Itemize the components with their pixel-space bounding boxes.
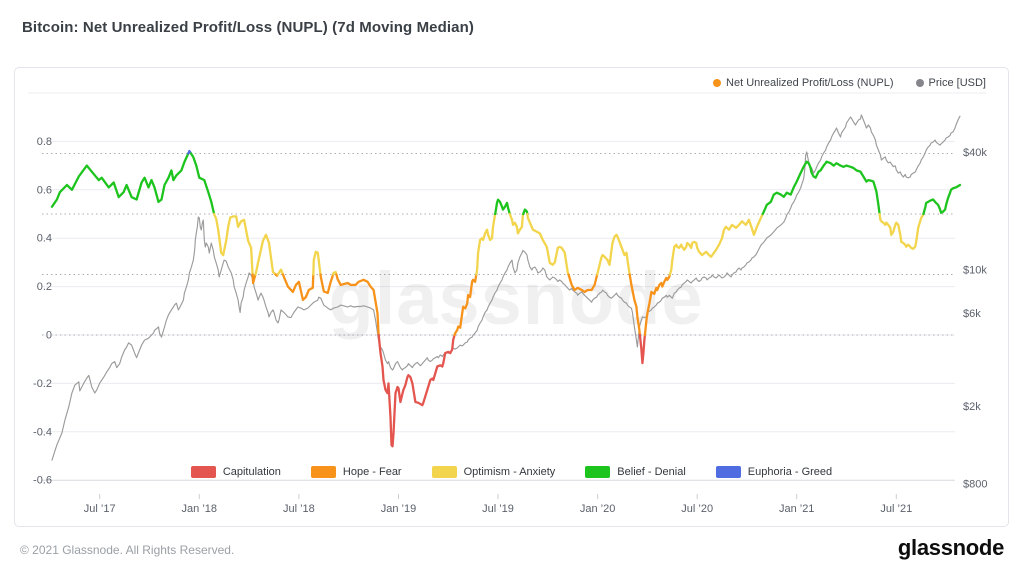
band-legend-item-belief-denial[interactable]: Belief - Denial	[585, 466, 686, 478]
nupl-line-segment-optimism-anxiety[interactable]	[668, 212, 764, 276]
legend-item-net-unrealized-profit-loss-nupl[interactable]: Net Unrealized Profit/Loss (NUPL)	[713, 77, 894, 89]
x-axis-label: Jul ’18	[283, 503, 315, 515]
band-legend-item-euphoria-greed[interactable]: Euphoria - Greed	[715, 466, 833, 478]
y-axis-label-left: 0	[46, 330, 52, 342]
nupl-line-segment-hope-fear[interactable]	[251, 273, 257, 285]
nupl-line-segment-optimism-anxiety[interactable]	[596, 233, 631, 276]
legend-item-label: Price [USD]	[928, 77, 986, 89]
band-swatch-icon	[190, 466, 216, 478]
nupl-line-segment-hope-fear[interactable]	[628, 273, 642, 337]
band-legend-label: Belief - Denial	[617, 466, 686, 478]
nupl-line-segment-optimism-anxiety[interactable]	[254, 233, 277, 276]
y-axis-label-left: 0.8	[37, 136, 52, 148]
y-axis-label-left: 0.4	[37, 233, 52, 245]
nupl-line-segment-belief-denial[interactable]	[494, 198, 511, 216]
y-axis-label-left: 0.6	[37, 184, 52, 196]
legend-dot-icon	[713, 79, 722, 87]
band-legend-label: Euphoria - Greed	[747, 466, 833, 478]
nupl-line-segment-optimism-anxiety[interactable]	[475, 212, 497, 276]
nupl-line-segment-optimism-anxiety[interactable]	[212, 212, 254, 276]
nupl-line-segment-hope-fear[interactable]	[643, 273, 672, 337]
legend-item-label: Net Unrealized Profit/Loss (NUPL)	[726, 77, 894, 89]
nupl-line-segment-optimism-anxiety[interactable]	[312, 250, 322, 276]
copyright-text: © 2021 Glassnode. All Rights Reserved.	[20, 543, 235, 557]
band-legend-item-capitulation[interactable]: Capitulation	[190, 466, 281, 478]
nupl-line-segment-hope-fear[interactable]	[319, 273, 335, 295]
y-axis-label-left: -0.2	[33, 378, 52, 390]
x-axis-label: Jul ’17	[84, 503, 116, 515]
plot-area[interactable]	[50, 114, 962, 461]
page-title: Bitcoin: Net Unrealized Profit/Loss (NUP…	[22, 19, 474, 36]
nupl-line-segment-optimism-anxiety[interactable]	[508, 212, 525, 235]
nupl-line-segment-belief-denial[interactable]	[522, 208, 529, 216]
band-swatch-icon	[585, 466, 611, 478]
nupl-band-legend: Capitulation Hope - Fear Optimism - Anxiet…	[14, 466, 1009, 478]
nupl-line-segment-belief-denial[interactable]	[761, 160, 881, 216]
y-axis-label-right: $10k	[963, 265, 987, 277]
y-axis-label-right: $800	[963, 478, 987, 490]
nupl-line-segment-belief-denial[interactable]	[922, 183, 962, 216]
band-legend-label: Optimism - Anxiety	[463, 466, 556, 478]
band-swatch-icon	[310, 466, 336, 478]
y-axis-label-right: $6k	[963, 308, 981, 320]
chart-panel	[14, 67, 1009, 527]
y-axis-label-left: -0.6	[33, 475, 52, 487]
band-legend-label: Capitulation	[222, 466, 281, 478]
glassnode-watermark: glassnode	[329, 257, 704, 340]
x-axis-label: Jul ’21	[880, 503, 912, 515]
y-axis-label-right: $2k	[963, 401, 981, 413]
nupl-line-segment-optimism-anxiety[interactable]	[332, 270, 338, 276]
glassnode-logo: glassnode	[897, 535, 1004, 560]
band-swatch-icon	[431, 466, 457, 478]
legend-dot-icon	[915, 79, 924, 87]
legend-item-price-usd[interactable]: Price [USD]	[915, 77, 986, 89]
x-axis-label: Jan ’19	[381, 503, 416, 515]
band-legend-item-hope-fear[interactable]: Hope - Fear	[310, 466, 402, 478]
band-legend-item-optimism-anxiety[interactable]: Optimism - Anxiety	[431, 466, 556, 478]
band-legend-label: Hope - Fear	[342, 466, 402, 478]
x-axis-label: Jan ’20	[580, 503, 615, 515]
x-axis-label: Jul ’19	[482, 503, 514, 515]
y-axis-label-left: -0.4	[33, 426, 52, 438]
nupl-line-segment-optimism-anxiety[interactable]	[276, 268, 285, 276]
nupl-line-segment-optimism-anxiety[interactable]	[878, 212, 925, 250]
price-line[interactable]	[51, 114, 961, 461]
nupl-line-segment-belief-denial[interactable]	[50, 152, 190, 208]
chart-series-legend: Net Unrealized Profit/Loss (NUPL) Price […	[713, 77, 986, 89]
nupl-line-segment-capitulation[interactable]	[638, 333, 647, 365]
nupl-line-segment-belief-denial[interactable]	[189, 152, 216, 216]
x-axis-label: Jul ’20	[681, 503, 713, 515]
y-axis-label-left: 0.2	[37, 281, 52, 293]
nupl-line-segment-hope-fear[interactable]	[453, 273, 478, 337]
nupl-line-segment-hope-fear[interactable]	[335, 273, 380, 337]
x-axis-label: Jan ’21	[779, 503, 814, 515]
y-axis-label-right: $40k	[963, 147, 987, 159]
band-swatch-icon	[715, 466, 741, 478]
nupl-line-segment-hope-fear[interactable]	[567, 273, 599, 294]
nupl-line-segment-hope-fear[interactable]	[281, 273, 315, 302]
x-axis-label: Jan ’18	[182, 503, 217, 515]
nupl-line-segment-capitulation[interactable]	[377, 333, 456, 448]
nupl-line-segment-optimism-anxiety[interactable]	[526, 212, 570, 276]
